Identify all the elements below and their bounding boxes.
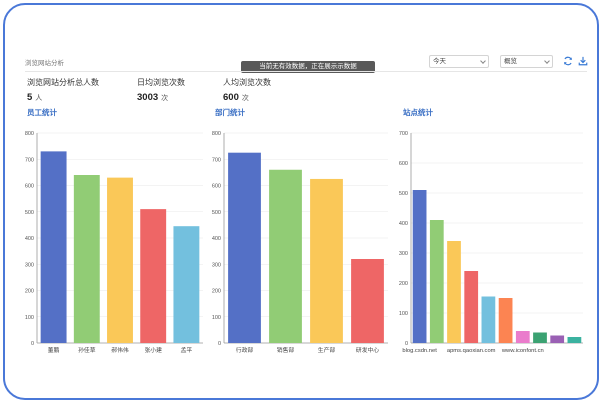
x-tick-label: apms.qaoxian.com: [447, 348, 496, 354]
bar[interactable]: [550, 335, 565, 344]
y-tick-label: 300: [212, 262, 221, 268]
y-tick-label: 500: [25, 210, 34, 216]
x-tick-label: blog.csdn.net: [402, 348, 437, 354]
stat-value: 5: [27, 92, 33, 103]
bar[interactable]: [107, 177, 133, 343]
y-tick-label: 400: [399, 221, 408, 227]
x-tick-label: 销售部: [277, 346, 295, 354]
x-tick-label: 研发中心: [356, 346, 379, 354]
chevron-down-icon: [480, 58, 486, 64]
bar[interactable]: [40, 151, 67, 343]
y-tick-label: 0: [218, 341, 221, 347]
y-tick-label: 400: [25, 236, 34, 242]
y-tick-label: 300: [399, 251, 408, 257]
x-tick-label: 孟平: [181, 346, 193, 354]
refresh-icon[interactable]: [563, 56, 573, 66]
y-tick-label: 200: [399, 281, 408, 287]
x-tick-label: 行政部: [236, 346, 254, 354]
y-tick-label: 0: [405, 341, 408, 347]
chevron-down-icon: [544, 58, 550, 64]
stat-value: 3003: [137, 92, 159, 103]
y-tick-label: 600: [399, 161, 408, 167]
x-tick-label: 董鹏: [48, 346, 60, 354]
stat-views-per-person: 人均浏览次数 600 次: [223, 77, 271, 103]
y-tick-label: 700: [399, 131, 408, 137]
bar[interactable]: [498, 298, 513, 343]
y-tick-label: 700: [212, 157, 221, 163]
y-tick-label: 700: [25, 157, 34, 163]
employee-bar-chart: 0 100 200 300 400 500 600 700 800 董鹏 孙佳草 郝伟伟 张小建 孟平: [25, 131, 203, 354]
bar[interactable]: [515, 331, 530, 343]
x-tick-label: 生产部: [318, 346, 336, 354]
bar[interactable]: [228, 152, 261, 343]
bar[interactable]: [140, 209, 167, 343]
bar[interactable]: [481, 296, 496, 344]
y-tick-label: 500: [212, 210, 221, 216]
date-range-select[interactable]: 今天: [429, 55, 489, 68]
site-bar-chart: 0 100 200 300 400 500 600 700 blog.csdn.net apms.…: [399, 131, 583, 354]
download-icon[interactable]: [578, 56, 588, 66]
bar[interactable]: [269, 169, 302, 343]
employee-section-title: 员工统计: [27, 108, 57, 117]
y-tick-label: 500: [399, 191, 408, 197]
y-tick-label: 800: [25, 131, 34, 137]
bar[interactable]: [351, 259, 384, 343]
stat-daily-views: 日均浏览次数 3003 次: [137, 77, 185, 103]
y-tick-label: 100: [25, 315, 34, 321]
header-divider: [25, 71, 587, 72]
x-tick-label: www.iconfont.cn: [501, 348, 544, 354]
stat-value: 600: [223, 92, 239, 103]
bar[interactable]: [447, 241, 461, 343]
site-section-title: 站点统计: [403, 108, 433, 117]
bar[interactable]: [412, 190, 427, 343]
y-tick-label: 0: [31, 341, 34, 347]
view-mode-value: 概览: [504, 58, 517, 65]
bar[interactable]: [73, 175, 100, 343]
y-tick-label: 800: [212, 131, 221, 137]
y-tick-label: 300: [25, 262, 34, 268]
y-tick-label: 200: [212, 289, 221, 295]
y-tick-label: 600: [25, 184, 34, 190]
stat-unit: 人: [35, 95, 43, 102]
y-tick-label: 400: [212, 236, 221, 242]
demo-data-toast: 当前无有效数据，正在展示示数据: [241, 61, 375, 73]
stat-unit: 次: [241, 95, 249, 102]
department-section-title: 部门统计: [215, 108, 245, 117]
bar[interactable]: [173, 226, 200, 343]
y-tick-label: 200: [25, 289, 34, 295]
department-bar-chart: 0 100 200 300 400 500 600 700 800 行政部 销售部 生产部 研发中心: [212, 131, 388, 354]
stat-unit: 次: [161, 95, 169, 102]
bar[interactable]: [533, 332, 547, 344]
bar[interactable]: [464, 271, 479, 343]
y-tick-label: 100: [212, 315, 221, 321]
page-title: 浏览网站分析: [25, 60, 64, 67]
stat-label: 人均浏览次数: [223, 78, 271, 87]
x-tick-label: 张小建: [144, 346, 162, 354]
dashboard-frame: 浏览网站分析 当前无有效数据，正在展示示数据 今天 概览 浏览网站分析总人数 5…: [3, 3, 599, 400]
view-mode-select[interactable]: 概览: [500, 55, 553, 68]
bar[interactable]: [429, 220, 444, 343]
stat-label: 日均浏览次数: [137, 78, 185, 87]
date-range-value: 今天: [433, 58, 446, 65]
x-tick-label: 孙佳草: [78, 346, 96, 354]
stat-label: 浏览网站分析总人数: [27, 78, 99, 87]
bar[interactable]: [310, 178, 343, 343]
y-tick-label: 600: [212, 184, 221, 190]
x-tick-label: 郝伟伟: [111, 346, 129, 354]
bar[interactable]: [567, 337, 582, 343]
y-tick-label: 100: [399, 311, 408, 317]
